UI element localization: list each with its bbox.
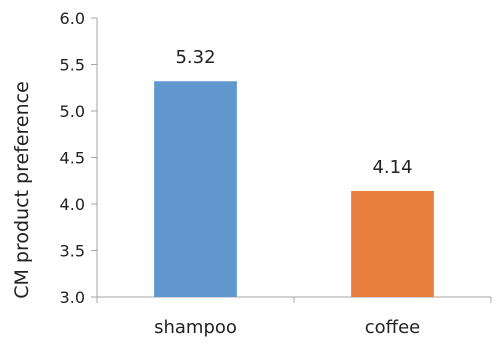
data-labels: 5.32 4.14 bbox=[175, 47, 412, 178]
y-tick-label: 4.5 bbox=[60, 149, 85, 168]
data-label-shampoo: 5.32 bbox=[175, 47, 215, 68]
bar-coffee bbox=[351, 190, 434, 297]
x-category-label: shampoo bbox=[154, 317, 237, 338]
x-axis: shampoo coffee bbox=[96, 296, 492, 338]
y-tick-label: 3.0 bbox=[60, 288, 85, 307]
y-axis: 3.0 3.5 4.0 4.5 5.0 5.5 6.0 bbox=[60, 9, 98, 307]
y-tick-label: 6.0 bbox=[60, 9, 85, 28]
y-axis-label: CM product preference bbox=[11, 81, 33, 299]
bar-shampoo bbox=[154, 81, 237, 298]
y-tick-label: 3.5 bbox=[60, 242, 85, 261]
bars bbox=[154, 81, 434, 298]
data-label-coffee: 4.14 bbox=[372, 157, 412, 178]
y-tick-label: 4.0 bbox=[60, 195, 85, 214]
y-tick-label: 5.5 bbox=[60, 56, 85, 75]
x-category-label: coffee bbox=[365, 317, 420, 338]
y-tick-label: 5.0 bbox=[60, 102, 85, 121]
